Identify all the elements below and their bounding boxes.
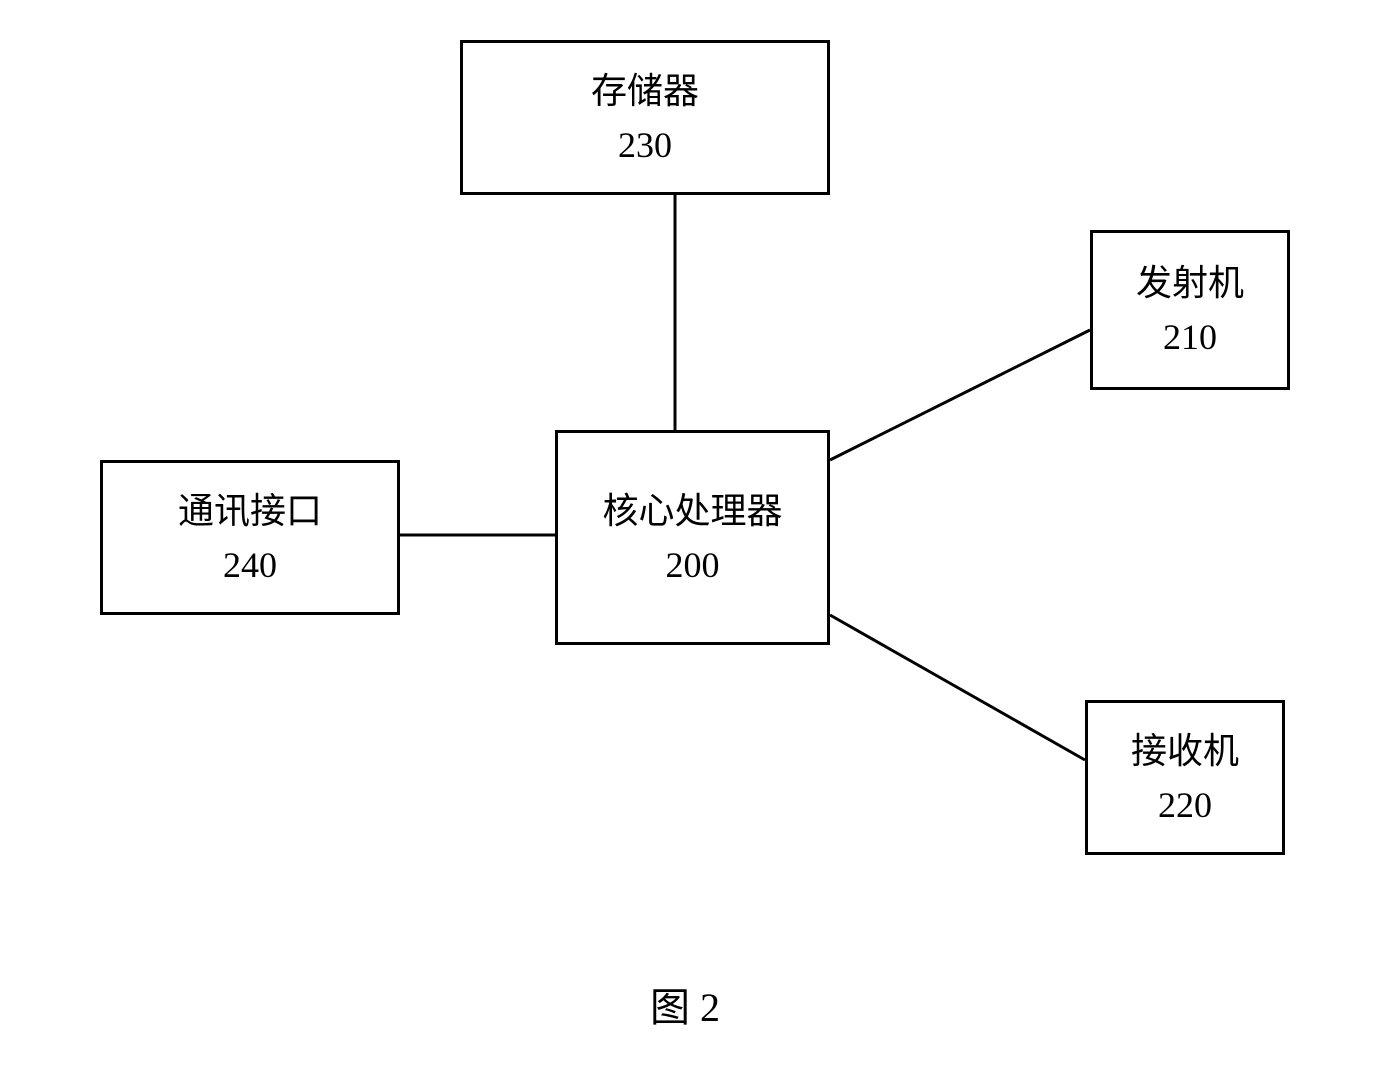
transmitter-label: 发射机 (1136, 256, 1244, 310)
core-processor-number: 200 (666, 538, 720, 592)
memory-label: 存储器 (591, 64, 699, 118)
block-diagram: 存储器 230 发射机 210 核心处理器 200 通讯接口 240 接收机 2… (0, 0, 1399, 1070)
receiver-number: 220 (1158, 778, 1212, 832)
comm-interface-number: 240 (223, 538, 277, 592)
edge-core-receiver (830, 615, 1085, 760)
memory-number: 230 (618, 118, 672, 172)
receiver-box: 接收机 220 (1085, 700, 1285, 855)
transmitter-number: 210 (1163, 310, 1217, 364)
comm-interface-box: 通讯接口 240 (100, 460, 400, 615)
receiver-label: 接收机 (1131, 724, 1239, 778)
core-processor-label: 核心处理器 (602, 484, 782, 538)
comm-interface-label: 通讯接口 (178, 484, 322, 538)
edge-core-transmitter (830, 330, 1090, 460)
transmitter-box: 发射机 210 (1090, 230, 1290, 390)
figure-caption: 图 2 (650, 975, 720, 1033)
core-processor-box: 核心处理器 200 (555, 430, 830, 645)
memory-box: 存储器 230 (460, 40, 830, 195)
